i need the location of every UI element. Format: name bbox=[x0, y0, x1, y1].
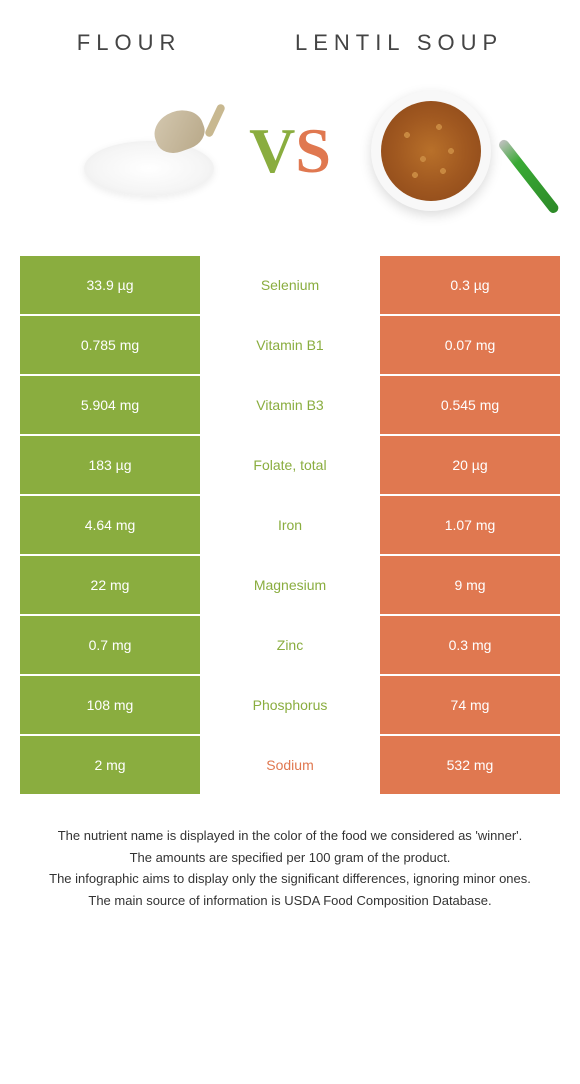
footer-line-4: The main source of information is USDA F… bbox=[25, 891, 555, 911]
images-row: VS bbox=[0, 76, 580, 256]
table-row: 0.785 mgVitamin B10.07 mg bbox=[20, 316, 560, 374]
vs-label: VS bbox=[249, 114, 331, 188]
value-right: 20 µg bbox=[380, 436, 560, 494]
value-left: 108 mg bbox=[20, 676, 200, 734]
nutrient-name: Folate, total bbox=[200, 436, 380, 494]
value-left: 22 mg bbox=[20, 556, 200, 614]
value-left: 33.9 µg bbox=[20, 256, 200, 314]
footer-line-3: The infographic aims to display only the… bbox=[25, 869, 555, 889]
nutrient-name: Iron bbox=[200, 496, 380, 554]
value-right: 9 mg bbox=[380, 556, 560, 614]
value-left: 4.64 mg bbox=[20, 496, 200, 554]
value-right: 74 mg bbox=[380, 676, 560, 734]
nutrient-name: Magnesium bbox=[200, 556, 380, 614]
table-row: 5.904 mgVitamin B30.545 mg bbox=[20, 376, 560, 434]
nutrient-name: Vitamin B3 bbox=[200, 376, 380, 434]
value-left: 0.7 mg bbox=[20, 616, 200, 674]
value-right: 0.3 µg bbox=[380, 256, 560, 314]
value-right: 0.3 mg bbox=[380, 616, 560, 674]
table-row: 0.7 mgZinc0.3 mg bbox=[20, 616, 560, 674]
title-lentil-soup: LENTIL SOUP bbox=[295, 30, 503, 56]
value-left: 0.785 mg bbox=[20, 316, 200, 374]
vs-v-letter: V bbox=[249, 115, 295, 186]
comparison-table: 33.9 µgSelenium0.3 µg0.785 mgVitamin B10… bbox=[20, 256, 560, 794]
value-left: 2 mg bbox=[20, 736, 200, 794]
vs-s-letter: S bbox=[295, 115, 331, 186]
nutrient-name: Selenium bbox=[200, 256, 380, 314]
nutrient-name: Sodium bbox=[200, 736, 380, 794]
flour-image bbox=[69, 86, 229, 216]
value-right: 0.07 mg bbox=[380, 316, 560, 374]
value-right: 532 mg bbox=[380, 736, 560, 794]
value-right: 0.545 mg bbox=[380, 376, 560, 434]
infographic-container: FLOUR LENTIL SOUP VS 33.9 µgSelenium0.3 … bbox=[0, 0, 580, 932]
footer-notes: The nutrient name is displayed in the co… bbox=[0, 796, 580, 932]
table-row: 4.64 mgIron1.07 mg bbox=[20, 496, 560, 554]
value-right: 1.07 mg bbox=[380, 496, 560, 554]
footer-line-2: The amounts are specified per 100 gram o… bbox=[25, 848, 555, 868]
table-row: 108 mgPhosphorus74 mg bbox=[20, 676, 560, 734]
lentil-soup-image bbox=[351, 86, 511, 216]
value-left: 5.904 mg bbox=[20, 376, 200, 434]
table-row: 2 mgSodium532 mg bbox=[20, 736, 560, 794]
table-row: 22 mgMagnesium9 mg bbox=[20, 556, 560, 614]
header-row: FLOUR LENTIL SOUP bbox=[0, 0, 580, 76]
nutrient-name: Phosphorus bbox=[200, 676, 380, 734]
value-left: 183 µg bbox=[20, 436, 200, 494]
title-flour: FLOUR bbox=[77, 30, 182, 56]
footer-line-1: The nutrient name is displayed in the co… bbox=[25, 826, 555, 846]
table-row: 33.9 µgSelenium0.3 µg bbox=[20, 256, 560, 314]
table-row: 183 µgFolate, total20 µg bbox=[20, 436, 560, 494]
nutrient-name: Zinc bbox=[200, 616, 380, 674]
nutrient-name: Vitamin B1 bbox=[200, 316, 380, 374]
